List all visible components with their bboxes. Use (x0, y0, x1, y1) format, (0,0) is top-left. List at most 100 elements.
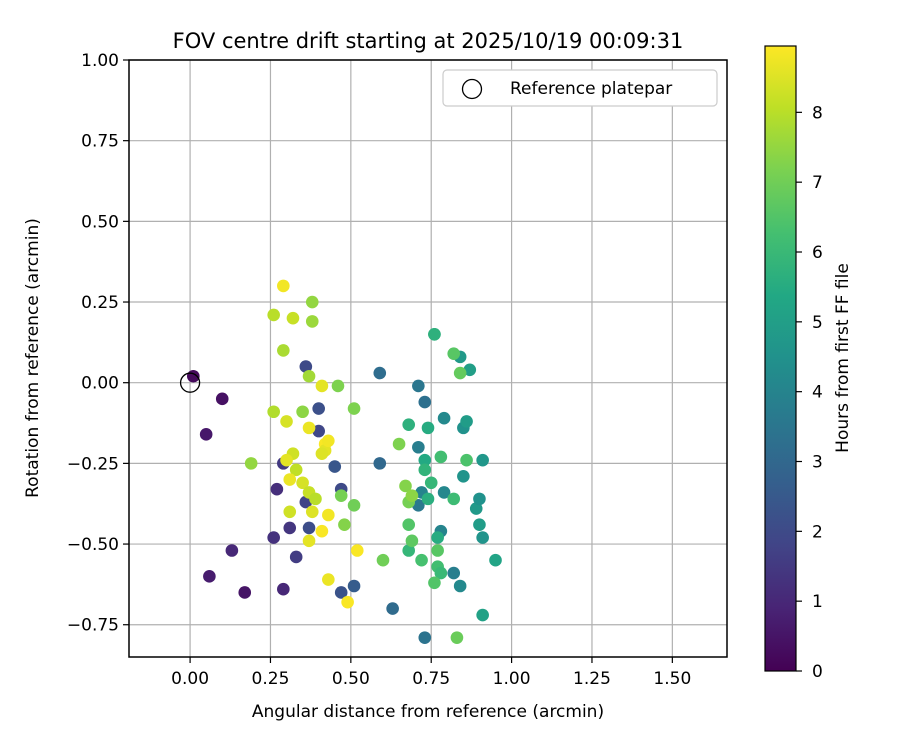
y-tick-label: −0.75 (67, 616, 119, 636)
colorbar-ticks: 0 1 2 3 4 5 6 7 8 (796, 103, 823, 682)
data-point (283, 505, 297, 519)
x-tick-label: 1.50 (653, 669, 691, 689)
y-tick-label: −0.25 (67, 454, 119, 474)
data-point (460, 453, 473, 467)
data-point (402, 418, 416, 431)
data-point (322, 508, 335, 522)
data-point (280, 415, 293, 428)
legend-reference-label: Reference platepar (510, 79, 672, 99)
grid (129, 59, 727, 657)
data-point (267, 531, 280, 544)
data-point (305, 505, 319, 519)
x-tick-label: 0.25 (252, 669, 290, 689)
data-point (437, 411, 451, 425)
data-point (270, 482, 284, 496)
data-point (283, 473, 297, 486)
data-point (312, 424, 325, 438)
data-point (421, 421, 435, 435)
reference-layer (179, 372, 201, 393)
colorbar-tick-label: 1 (812, 592, 823, 612)
data-point (267, 308, 280, 322)
data-point (199, 428, 213, 441)
data-point (215, 392, 229, 406)
data-point (305, 295, 319, 309)
data-point (476, 531, 489, 544)
x-tick-label: 1.25 (573, 669, 611, 689)
data-point (309, 492, 322, 506)
data-point (347, 579, 361, 593)
data-point (421, 492, 435, 506)
data-point (203, 570, 216, 583)
colorbar-tick-label: 2 (812, 522, 823, 542)
chart-title: FOV centre drift starting at 2025/10/19 … (173, 29, 684, 53)
y-tick-label: 0.50 (81, 212, 119, 232)
data-point (434, 566, 448, 580)
x-axis-ticks: 0.00 0.25 0.50 0.75 1.00 1.25 1.50 (171, 657, 691, 689)
colorbar-tick-label: 8 (812, 103, 823, 123)
data-point (280, 453, 293, 467)
y-axis-label: Rotation from reference (arcmin) (23, 218, 43, 498)
data-point (412, 440, 425, 454)
data-points (187, 279, 502, 644)
legend-box (442, 69, 718, 107)
data-point (347, 402, 361, 415)
data-point (299, 495, 313, 509)
data-point (386, 602, 399, 615)
data-point (373, 366, 387, 380)
y-tick-label: 0.00 (81, 374, 119, 394)
colorbar-tick-label: 0 (812, 662, 823, 682)
data-point (286, 311, 300, 325)
data-point (315, 447, 329, 460)
data-point (267, 405, 280, 419)
y-tick-label: 0.75 (81, 132, 119, 152)
x-tick-label: 0.00 (171, 669, 209, 689)
data-point (418, 453, 432, 467)
data-point (341, 595, 354, 609)
data-point (225, 544, 239, 557)
data-point (418, 395, 432, 409)
data-point (283, 521, 297, 535)
data-point (277, 344, 290, 357)
data-point (277, 279, 290, 293)
colorbar-tick-label: 3 (812, 453, 823, 473)
colorbar-tick-label: 6 (812, 243, 823, 263)
data-point (447, 492, 461, 506)
colorbar-label: Hours from first FF file (833, 263, 853, 453)
data-point (315, 379, 329, 393)
data-point (402, 518, 416, 531)
data-point (463, 363, 477, 377)
colorbar (764, 45, 797, 672)
data-point (418, 463, 432, 477)
data-point (322, 434, 335, 448)
data-point (277, 582, 290, 596)
data-point (428, 327, 441, 341)
x-tick-label: 1.00 (493, 669, 531, 689)
data-point (302, 534, 316, 548)
data-point (305, 315, 319, 328)
data-point (315, 524, 329, 538)
data-point (489, 553, 502, 567)
data-point (302, 369, 316, 383)
data-point (469, 502, 483, 515)
data-point (412, 499, 425, 512)
data-point (447, 566, 461, 580)
data-point (244, 457, 258, 470)
data-point (460, 415, 473, 428)
data-point (289, 550, 303, 564)
y-axis-ticks: −0.75 −0.50 −0.25 0.00 0.25 0.50 0.75 1.00 (67, 51, 129, 636)
data-point (473, 492, 486, 506)
data-point (418, 631, 432, 644)
data-point (428, 576, 441, 590)
data-point (299, 360, 313, 373)
data-point (434, 450, 448, 464)
data-point (453, 579, 467, 593)
reference-platepar-marker (179, 372, 201, 393)
data-point (447, 347, 461, 360)
data-point (476, 453, 489, 467)
legend: Reference platepar (442, 69, 718, 107)
data-point (373, 457, 387, 470)
x-tick-label: 0.75 (412, 669, 450, 689)
x-tick-label: 0.50 (332, 669, 370, 689)
data-point (238, 586, 252, 599)
